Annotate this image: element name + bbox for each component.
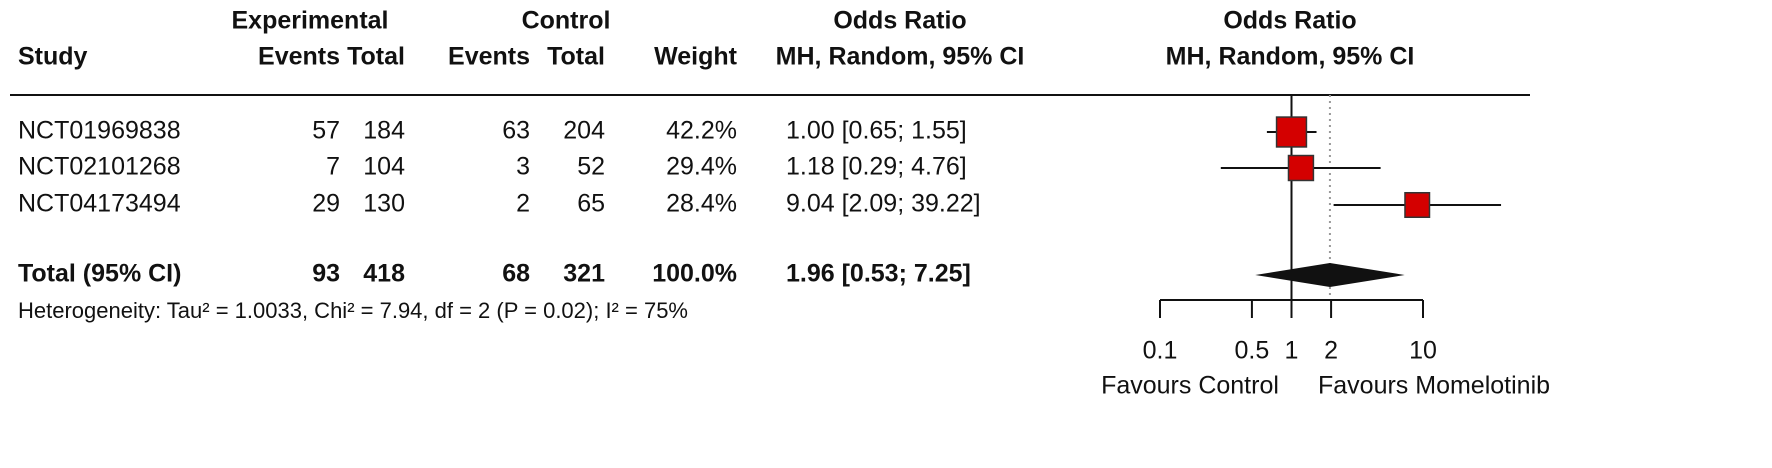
x-tick-label: 0.1 xyxy=(1143,337,1178,365)
cell-weight: 42.2% xyxy=(666,117,737,145)
cell-weight: 28.4% xyxy=(666,190,737,218)
header-experimental: Experimental xyxy=(231,7,388,35)
cell-ctrl-total: 204 xyxy=(563,117,605,145)
cell-weight: 29.4% xyxy=(666,153,737,181)
header-method: MH, Random, 95% CI xyxy=(776,43,1025,71)
cell-exp-events: 7 xyxy=(326,153,340,181)
cell-exp-total: 104 xyxy=(363,153,405,181)
x-tick-label: 1 xyxy=(1285,337,1299,365)
study-name: NCT02101268 xyxy=(18,153,181,181)
cell-ci: 1.18 [0.29; 4.76] xyxy=(786,153,967,181)
header-control: Control xyxy=(522,7,611,35)
header-study: Study xyxy=(18,43,88,71)
total-exp-total: 418 xyxy=(363,260,405,288)
x-tick-label: 0.5 xyxy=(1235,337,1270,365)
cell-exp-total: 184 xyxy=(363,117,405,145)
cell-ci: 9.04 [2.09; 39.22] xyxy=(786,190,981,218)
x-tick-label: 2 xyxy=(1324,337,1338,365)
header-total: Total xyxy=(347,43,405,71)
study-name: NCT01969838 xyxy=(18,117,181,145)
cell-ctrl-total: 52 xyxy=(577,153,605,181)
cell-exp-events: 29 xyxy=(312,190,340,218)
total-ctrl-events: 68 xyxy=(502,260,530,288)
study-name: NCT04173494 xyxy=(18,190,181,218)
x-label-right: Favours Momelotinib xyxy=(1318,372,1550,400)
cell-ctrl-events: 2 xyxy=(516,190,530,218)
header-weight: Weight xyxy=(654,43,738,71)
cell-exp-total: 130 xyxy=(363,190,405,218)
total-exp-events: 93 xyxy=(312,260,340,288)
plot-subtitle: MH, Random, 95% CI xyxy=(1166,43,1415,71)
x-label-left: Favours Control xyxy=(1101,372,1279,400)
total-label: Total (95% CI) xyxy=(18,260,181,288)
cell-ctrl-events: 3 xyxy=(516,153,530,181)
header-events: Events xyxy=(258,43,340,71)
total-ctrl-total: 321 xyxy=(563,260,605,288)
study-box xyxy=(1287,154,1315,182)
pooled-diamond xyxy=(1255,263,1405,287)
study-box xyxy=(1275,116,1308,148)
plot-title: Odds Ratio xyxy=(1223,7,1356,35)
header-events: Events xyxy=(448,43,530,71)
cell-ci: 1.00 [0.65; 1.55] xyxy=(786,117,967,145)
header-total: Total xyxy=(547,43,605,71)
x-tick-label: 10 xyxy=(1409,337,1437,365)
total-weight: 100.0% xyxy=(652,260,737,288)
cell-ctrl-events: 63 xyxy=(502,117,530,145)
total-ci: 1.96 [0.53; 7.25] xyxy=(786,260,971,288)
heterogeneity: Heterogeneity: Tau² = 1.0033, Chi² = 7.9… xyxy=(18,298,688,323)
header-or: Odds Ratio xyxy=(833,7,966,35)
cell-ctrl-total: 65 xyxy=(577,190,605,218)
study-box xyxy=(1404,191,1431,219)
cell-exp-events: 57 xyxy=(312,117,340,145)
